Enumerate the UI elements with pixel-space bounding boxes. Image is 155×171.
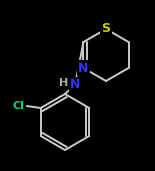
Text: N: N — [70, 78, 80, 91]
Text: S: S — [102, 23, 111, 36]
Text: H: H — [59, 78, 69, 88]
Text: N: N — [78, 62, 89, 75]
Text: Cl: Cl — [13, 101, 25, 111]
